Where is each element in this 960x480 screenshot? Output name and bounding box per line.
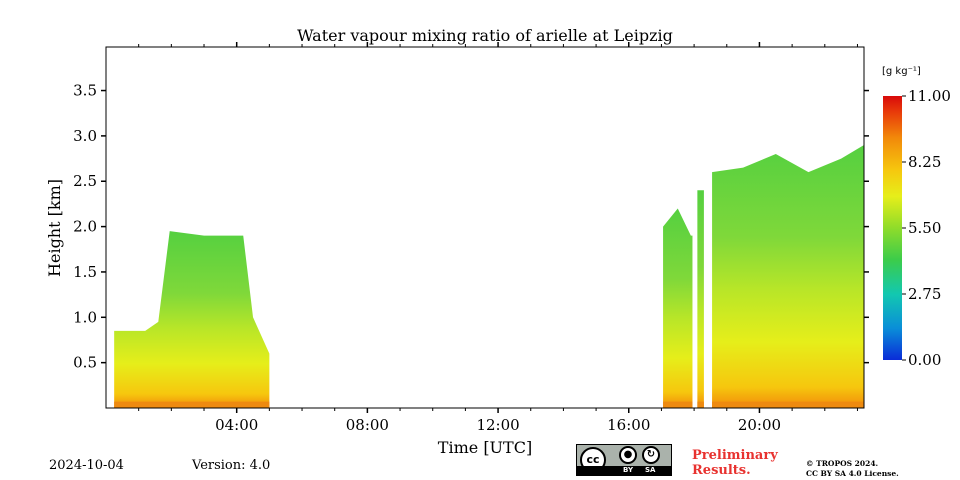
y-tick-label-5: 3.0 [73, 127, 97, 145]
data-segment-4 [712, 144, 864, 409]
y-tick-label-0: 0.5 [73, 354, 97, 372]
y-tick-label-2: 1.5 [73, 263, 97, 281]
data-segment-3 [697, 190, 704, 408]
x-tick-label-1: 08:00 [346, 416, 389, 434]
y-axis-label: Height [km] [45, 179, 64, 277]
x-tick-label-0: 04:00 [215, 416, 258, 434]
y-tick-label-6: 3.5 [73, 82, 97, 100]
preliminary-line-2: Results. [692, 463, 751, 478]
license-by-label: BY [623, 466, 634, 474]
colorbar: [g kg⁻¹] 0.00 2.75 5.50 8.25 11.00 [882, 66, 951, 369]
x-tick-label-3: 16:00 [607, 416, 650, 434]
plot-frame [105, 46, 865, 409]
colorbar-tick-label-0: 0.00 [908, 351, 941, 369]
cc-license-badge[interactable]: cc ● ↻ BY SA [576, 444, 672, 476]
x-axis-label: Time [UTC] [438, 438, 532, 457]
y-tick-label-3: 2.0 [73, 218, 97, 236]
ground-layer-4 [712, 401, 864, 408]
preliminary-note: Preliminary Results. [692, 448, 778, 478]
date-label: 2024-10-04 [49, 458, 124, 473]
colorbar-gradient [883, 96, 902, 360]
colorbar-tick-label-3: 8.25 [908, 153, 941, 171]
chart-title: Water vapour mixing ratio of arielle at … [297, 26, 673, 45]
copyright-line-1: © TROPOS 2024. [806, 459, 879, 468]
x-tick-label-4: 20:00 [738, 416, 781, 434]
ground-layer-2 [663, 401, 693, 408]
y-tick-label-4: 2.5 [73, 172, 97, 190]
plot-area: 04:00 08:00 12:00 16:00 20:00 0.5 1.0 1.5 2.0 2.5… [73, 42, 869, 434]
colorbar-tick-label-1: 2.75 [908, 285, 941, 303]
colorbar-tick-label-2: 5.50 [908, 219, 941, 237]
y-tick-label-1: 1.0 [73, 308, 97, 326]
version-label: Version: 4.0 [192, 458, 271, 473]
copyright-line-2: CC BY SA 4.0 License. [806, 469, 899, 478]
x-tick-label-2: 12:00 [476, 416, 519, 434]
colorbar-tick-label-4: 11.00 [908, 87, 951, 105]
ground-layer-3 [697, 401, 704, 408]
preliminary-line-1: Preliminary [692, 448, 778, 463]
share-alike-icon: ↻ [642, 446, 660, 464]
license-sa-label: SA [645, 466, 656, 474]
ground-layer-1 [114, 401, 270, 408]
data-segment-1 [114, 231, 270, 408]
colorbar-unit-label: [g kg⁻¹] [882, 66, 921, 77]
data-segment-2 [663, 208, 693, 408]
person-icon: ● [619, 446, 637, 464]
copyright-note: © TROPOS 2024. CC BY SA 4.0 License. [806, 459, 899, 479]
license-strip: BY SA [577, 466, 671, 475]
